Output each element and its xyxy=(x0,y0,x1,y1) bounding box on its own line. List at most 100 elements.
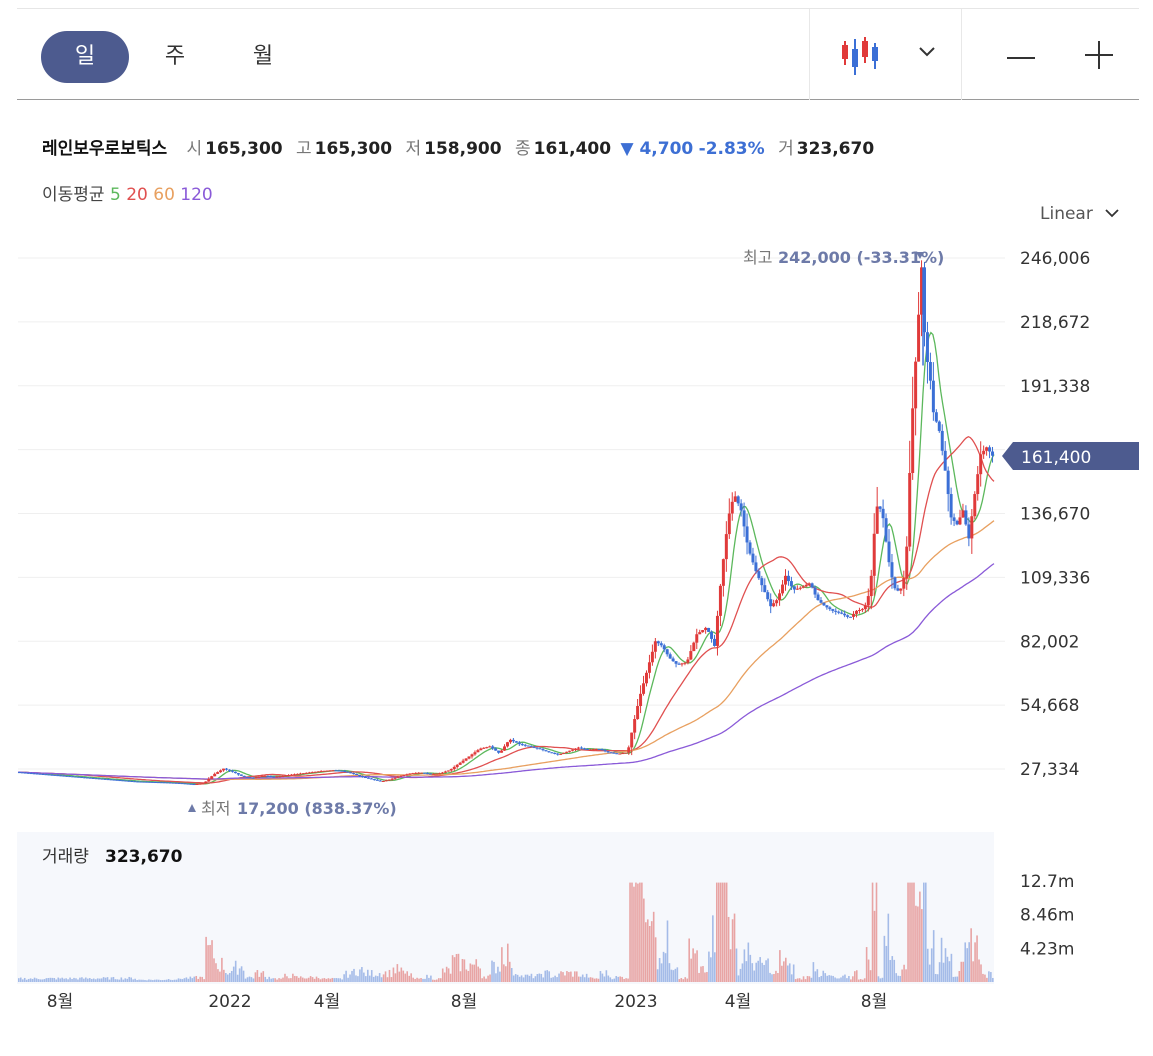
volume-bar xyxy=(629,882,631,982)
volume-bar xyxy=(881,977,884,982)
volume-bar xyxy=(796,978,799,982)
volume-bar xyxy=(883,935,886,982)
volume-bar xyxy=(100,978,103,982)
volume-bar xyxy=(451,955,454,982)
volume-bar xyxy=(633,886,635,982)
volume-bar xyxy=(104,977,107,982)
ma-5[interactable]: 5 xyxy=(109,185,121,205)
volume-bar xyxy=(39,979,42,982)
volume-bar xyxy=(751,963,754,982)
volume-bar xyxy=(221,957,223,982)
volume-bar xyxy=(280,978,282,982)
candle-body xyxy=(576,747,580,749)
candle-body xyxy=(955,520,959,525)
candle-body xyxy=(692,642,696,652)
volume-bar xyxy=(777,973,779,982)
volume-bar xyxy=(479,968,481,982)
ma-20[interactable]: 20 xyxy=(126,185,148,205)
candle-body xyxy=(127,780,131,782)
volume-panel-bg xyxy=(17,832,994,984)
candle-body xyxy=(83,777,87,779)
volume-bar xyxy=(449,973,452,982)
volume-bar xyxy=(972,961,974,982)
candle-body xyxy=(606,751,610,753)
volume-bar xyxy=(832,975,834,982)
candle-body xyxy=(677,663,681,665)
ma-line-20 xyxy=(17,435,995,784)
volume-bar xyxy=(374,975,377,982)
volume-bar xyxy=(286,976,288,982)
volume-bar xyxy=(353,968,355,982)
volume-bar xyxy=(299,976,302,982)
candle-body xyxy=(653,641,657,652)
volume-bar xyxy=(560,971,562,982)
candle-body xyxy=(674,661,678,664)
candle-body xyxy=(290,774,294,776)
chevron-down-icon[interactable] xyxy=(917,45,937,59)
scale-dropdown[interactable]: Linear xyxy=(1040,204,1120,224)
volume-bar xyxy=(388,969,391,982)
candlestick-icon[interactable] xyxy=(839,35,883,79)
volume-bar xyxy=(798,978,801,982)
volume-bar xyxy=(944,948,947,982)
volume-bar xyxy=(296,976,298,982)
candle-body xyxy=(713,638,717,646)
volume-bar xyxy=(733,913,736,982)
candle-body xyxy=(585,748,589,750)
candle-body xyxy=(739,503,743,511)
tab-day[interactable]: 일 xyxy=(41,31,129,83)
candle-body xyxy=(556,753,560,755)
volume-bar xyxy=(842,975,844,982)
volume-bar xyxy=(865,947,868,982)
current-price-label: 161,400 xyxy=(1021,448,1091,468)
high-label: 고 xyxy=(296,139,312,159)
candle-body xyxy=(943,450,947,471)
candle-body xyxy=(352,773,356,775)
volume-bar xyxy=(144,980,146,982)
candle-body xyxy=(582,748,586,750)
volume-bar xyxy=(252,978,255,982)
volume-bar xyxy=(635,882,637,982)
candle-body xyxy=(168,782,172,784)
candle-body xyxy=(772,603,776,607)
ma-60[interactable]: 60 xyxy=(153,185,175,205)
candle-body xyxy=(778,593,782,601)
volume-bar xyxy=(974,942,976,982)
candle-body xyxy=(245,776,249,778)
volume-bar xyxy=(568,972,570,982)
candle-body xyxy=(488,746,492,748)
volume-bar xyxy=(473,964,476,982)
volume-bar xyxy=(437,978,440,982)
volume-bar xyxy=(532,978,535,982)
volume-bar xyxy=(723,882,726,982)
volume-bar xyxy=(518,976,521,982)
volume-bar xyxy=(814,971,817,982)
volume-bar xyxy=(441,968,444,982)
candle-body xyxy=(831,609,835,611)
minus-icon[interactable] xyxy=(1005,43,1037,73)
volume-bar xyxy=(25,979,28,982)
candle-body xyxy=(485,747,489,749)
candle-body xyxy=(597,748,601,750)
tab-week[interactable]: 주 xyxy=(164,44,186,69)
plus-icon[interactable] xyxy=(1083,39,1115,71)
candle-body xyxy=(878,506,882,509)
volume-bar xyxy=(572,976,574,982)
candle-body xyxy=(500,750,504,753)
candle-body xyxy=(192,784,196,786)
volume-bar xyxy=(159,980,162,982)
candle-body xyxy=(529,746,533,748)
volume-bar xyxy=(355,975,357,982)
candle-body xyxy=(715,615,719,646)
candle-body xyxy=(236,773,240,775)
tab-month[interactable]: 월 xyxy=(252,44,274,69)
candle-body xyxy=(402,774,406,776)
volume-bar xyxy=(349,974,351,982)
volume-bar xyxy=(27,978,30,982)
ma-120[interactable]: 120 xyxy=(180,185,213,205)
candle-body xyxy=(281,776,285,778)
candle-body xyxy=(822,602,826,606)
volume-bar xyxy=(706,972,708,982)
volume-bar xyxy=(69,977,71,982)
volume-bar xyxy=(595,978,598,982)
